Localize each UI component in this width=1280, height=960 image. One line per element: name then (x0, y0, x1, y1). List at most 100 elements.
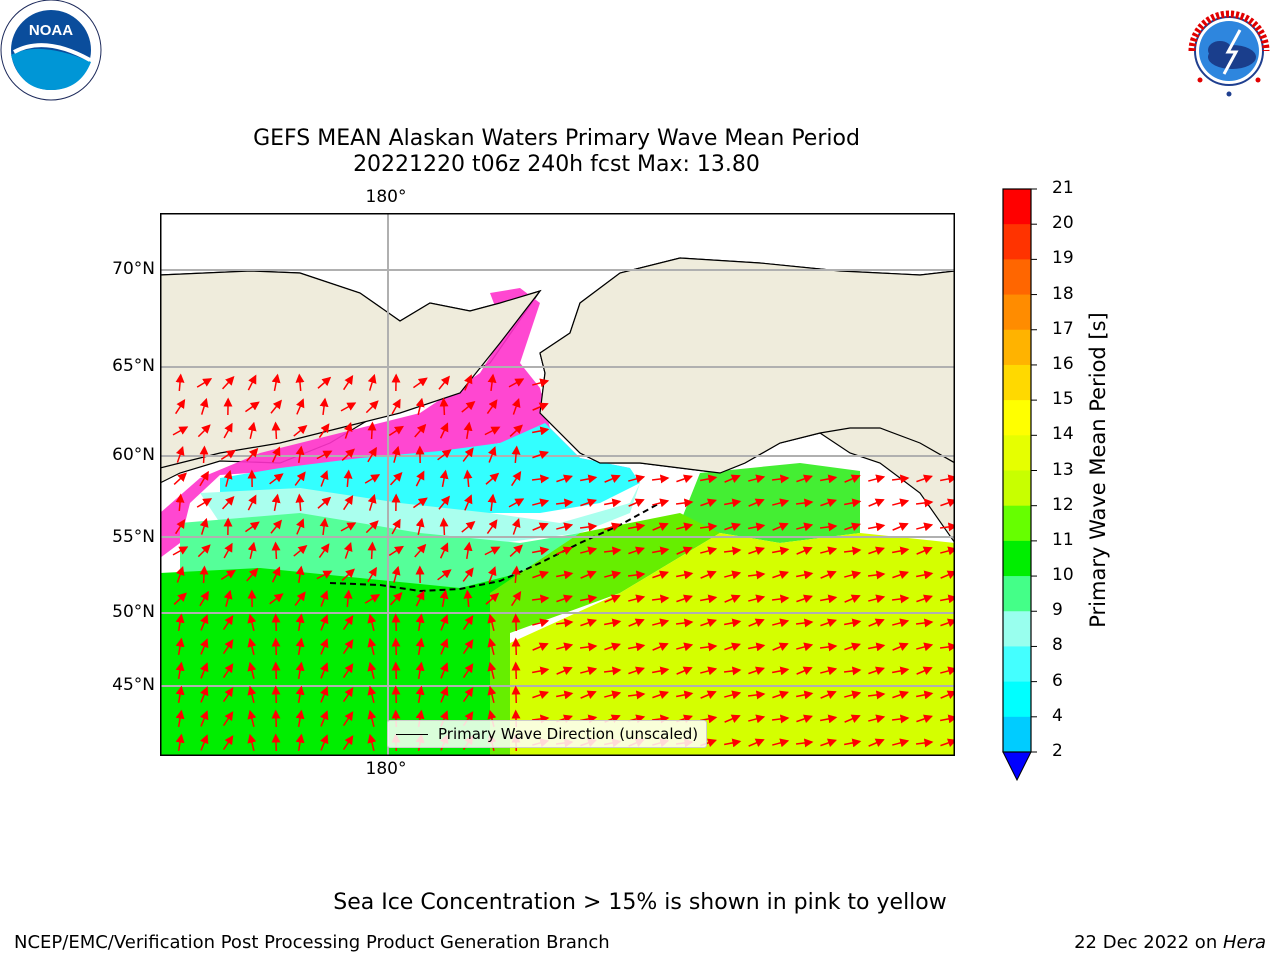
colorbar-tick-label: 20 (1052, 213, 1074, 234)
wave-arrow (892, 546, 910, 556)
wave-arrow (532, 450, 549, 460)
wave-arrow (222, 663, 234, 679)
wave-arrow (175, 613, 185, 632)
wave-arrow (271, 709, 281, 728)
wave-arrow (367, 613, 377, 631)
wave-arrow (487, 373, 497, 392)
wave-arrow (579, 642, 598, 652)
wave-arrow (415, 517, 425, 535)
wave-arrow (628, 666, 645, 676)
wave-arrow (245, 521, 260, 533)
wave-arrow (603, 546, 622, 556)
wave-arrow (820, 498, 837, 508)
wave-arrow (700, 570, 717, 579)
wave-arrow (391, 685, 401, 704)
wave-arrow (197, 424, 211, 438)
wave-period-map (160, 213, 955, 756)
wave-arrow (699, 642, 718, 652)
wave-arrow (343, 589, 353, 608)
colorbar-segment (1003, 329, 1031, 366)
wave-arrow (555, 498, 574, 508)
wave-arrow (221, 376, 235, 390)
wave-arrow (485, 592, 500, 605)
wave-arrow (651, 474, 670, 484)
wave-arrow (316, 570, 333, 580)
wave-arrow (940, 546, 955, 556)
wave-arrow (532, 498, 550, 508)
wave-arrow (342, 711, 354, 727)
wave-arrow (439, 469, 449, 487)
wave-arrow (341, 568, 355, 582)
wave-arrow (772, 546, 790, 556)
wave-arrow (463, 469, 473, 488)
wave-arrow (604, 594, 621, 603)
wave-arrow (531, 714, 550, 724)
wave-arrow (748, 546, 765, 556)
wave-arrow (580, 618, 597, 628)
wave-arrow (439, 422, 449, 439)
wave-arrow (271, 637, 281, 656)
wave-arrow (604, 642, 621, 652)
wave-arrow (556, 546, 573, 555)
wave-arrow (316, 450, 333, 460)
wave-arrow (247, 733, 257, 751)
wave-arrow (271, 613, 281, 632)
wave-arrow (511, 637, 521, 656)
wave-arrow (175, 709, 185, 728)
wave-arrow (175, 637, 185, 656)
wave-arrow (820, 618, 837, 628)
wave-arrow (700, 474, 718, 484)
wave-arrow (771, 474, 790, 484)
wave-arrow (270, 519, 282, 534)
wave-arrow (175, 519, 186, 535)
wave-arrow (652, 666, 670, 676)
wave-arrow (916, 570, 934, 580)
wave-arrow (439, 517, 449, 536)
wave-arrow (196, 498, 213, 508)
wave-arrow (676, 522, 694, 532)
wave-arrow (892, 522, 909, 531)
wave-arrow (320, 638, 329, 655)
wave-arrow (579, 522, 598, 532)
colorbar-segment (1003, 470, 1031, 507)
wave-arrow (343, 495, 354, 511)
wave-arrow (511, 518, 521, 535)
wave-arrow (844, 642, 861, 652)
wave-arrow (724, 474, 741, 483)
wave-arrow (844, 474, 861, 483)
wave-arrow (367, 709, 377, 727)
wave-arrow (247, 541, 257, 559)
wave-arrow (796, 642, 814, 652)
colorbar-segment (1003, 716, 1031, 753)
wave-arrow (532, 666, 550, 676)
wave-arrow (247, 494, 257, 511)
wave-arrow (580, 666, 598, 676)
wave-arrow (509, 424, 523, 438)
wave-arrow (340, 522, 357, 532)
wave-arrow (892, 690, 909, 700)
wave-arrow (723, 666, 742, 676)
wave-arrow (676, 474, 693, 484)
wave-arrow (580, 690, 597, 699)
wave-arrow (844, 738, 862, 748)
footer-date-text: 22 Dec 2022 on (1074, 932, 1223, 953)
colorbar-tick-label: 10 (1052, 565, 1074, 586)
wave-arrow (464, 494, 473, 511)
colorbar-tick-label: 11 (1052, 529, 1074, 550)
wave-arrow (175, 566, 185, 583)
wave-arrow (724, 738, 742, 748)
wave-arrow (724, 690, 742, 700)
wave-arrow (940, 474, 955, 484)
wave-arrow (796, 522, 814, 532)
wave-arrow (724, 618, 742, 628)
wave-arrow (200, 638, 209, 655)
wave-arrow (556, 570, 574, 580)
wave-arrow (843, 666, 862, 676)
wave-arrow (652, 642, 669, 651)
wave-arrow (748, 618, 765, 627)
wave-arrow (320, 734, 329, 751)
wave-arrow (675, 498, 694, 508)
wave-arrow (891, 594, 910, 604)
wave-arrow (892, 666, 910, 676)
wave-arrow (796, 666, 813, 675)
